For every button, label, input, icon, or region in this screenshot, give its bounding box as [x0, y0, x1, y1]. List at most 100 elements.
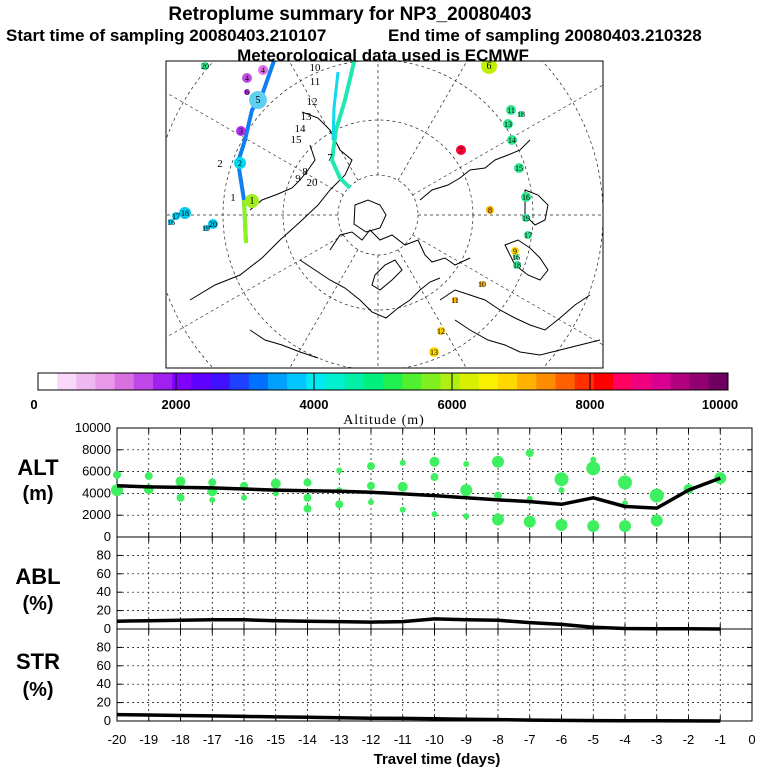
colorbar-swatch: [689, 373, 710, 390]
map-coastlines: [189, 111, 601, 359]
cluster-marker-label: 8: [302, 166, 308, 178]
altitude-cluster-point: [303, 493, 312, 502]
colorbar-swatch: [651, 373, 671, 390]
x-tick-label: -17: [203, 732, 222, 747]
y-tick-label: 10000: [75, 420, 111, 435]
colorbar-swatch: [574, 373, 595, 390]
colorbar-swatch: [632, 373, 652, 390]
cluster-marker: [507, 135, 517, 145]
cluster-marker-label: 8: [488, 206, 492, 215]
cluster-marker-label: 14: [508, 136, 516, 145]
cluster-marker: [511, 247, 519, 255]
colorbar-title: Altitude (m): [343, 413, 425, 428]
altitude-cluster-point: [209, 496, 216, 503]
plume-track-north: [329, 61, 357, 190]
cluster-marker: [513, 261, 521, 269]
cluster-marker-label: 12: [307, 96, 318, 108]
x-tick-label: -9: [460, 732, 472, 747]
colorbar-swatch: [555, 373, 576, 390]
colorbar-swatch: [210, 373, 231, 390]
map-coastline: [329, 229, 471, 266]
y-tick-label: 40: [97, 676, 111, 691]
altitude-cluster-point: [303, 478, 312, 487]
cluster-marker: [486, 206, 494, 214]
abl-ylabel-unit: (%): [22, 593, 53, 615]
cluster-marker-label: 6: [245, 88, 249, 97]
altitude-cluster-point: [590, 456, 597, 463]
y-tick-label: 0: [104, 621, 111, 636]
cluster-marker: [456, 145, 466, 155]
y-tick-label: 0: [104, 529, 111, 544]
cluster-marker-label: 6: [487, 61, 492, 72]
altitude-cluster-point: [175, 476, 186, 487]
altitude-cluster-point: [399, 459, 406, 466]
colorbar-swatch: [478, 373, 499, 390]
x-axis-title: Travel time (days): [374, 751, 501, 768]
altitude-cluster-point: [303, 504, 312, 513]
y-tick-label: 20: [97, 603, 111, 618]
y-tick-label: 4000: [82, 485, 111, 500]
plume-track-west-low: [242, 199, 248, 244]
y-tick-label: 60: [97, 566, 111, 581]
colorbar-swatch: [402, 373, 422, 390]
cluster-marker: [518, 111, 524, 117]
altitude-cluster-point: [523, 515, 536, 528]
time-series-panels: 0 2000 4000 6000 8000 10000 0 20 40 60 80 0 20 40 60 80…: [75, 420, 756, 747]
cluster-marker-label: 19: [202, 224, 210, 233]
colorbar-swatch: [172, 373, 192, 390]
map-frame: [165, 60, 604, 369]
colorbar-swatch: [383, 373, 403, 390]
altitude-cluster-point: [176, 493, 185, 502]
str-fraction-line: [116, 712, 721, 723]
altitude-cluster-point: [586, 461, 601, 476]
cluster-marker-label: 10: [310, 62, 322, 74]
cluster-marker: [258, 65, 268, 75]
altitude-cluster-point: [618, 475, 632, 490]
y-tick-label: 60: [97, 658, 111, 673]
page-title: Retroplume summary for NP3_20080403: [168, 4, 531, 25]
cluster-marker: [481, 61, 497, 74]
altitude-cluster-point: [649, 488, 664, 503]
cluster-marker-label: 17: [524, 231, 532, 240]
cluster-marker: [245, 194, 259, 208]
panel-1: 0 20 40 60 80: [97, 536, 753, 636]
colorbar-tick-label: 2000: [162, 397, 191, 412]
colorbar-swatch: [670, 373, 691, 390]
cluster-marker: [521, 192, 531, 202]
cluster-marker-label: 1: [250, 196, 255, 207]
colorbar-swatch: [287, 373, 307, 390]
alt-ylabel-unit: (m): [22, 483, 53, 505]
cluster-marker: [437, 327, 445, 335]
cluster-marker-label: 11: [507, 106, 515, 115]
cluster-marker: [503, 119, 513, 129]
altitude-cluster-point: [492, 513, 504, 526]
x-tick-label: -6: [556, 732, 568, 747]
panel-0: 0 2000 4000 6000 8000 10000: [75, 420, 753, 544]
cluster-marker-label: 7: [459, 146, 463, 155]
altitude-cluster-point: [367, 462, 375, 471]
cluster-marker: [172, 212, 180, 220]
altitude-cluster-point: [463, 460, 470, 467]
map-coastline: [439, 289, 591, 331]
start-time-label: Start time of sampling 20080403.210107: [6, 26, 326, 45]
cluster-marker-label: 12: [437, 327, 445, 336]
colorbar-swatch: [498, 373, 518, 390]
y-tick-label: 2000: [82, 507, 111, 522]
cluster-marker-label: 20: [209, 220, 217, 229]
map-coastline: [299, 259, 441, 319]
cluster-marker-label: 16: [512, 253, 520, 262]
altitude-cluster-point: [113, 470, 121, 479]
altitude-cluster-point: [587, 520, 600, 533]
altitude-cluster-point: [431, 511, 438, 518]
cluster-marker: [234, 157, 246, 169]
str-ylabel-unit: (%): [22, 679, 53, 701]
map-coastline: [454, 319, 601, 356]
altitude-cluster-point: [272, 490, 279, 497]
altitude-cluster-point: [430, 473, 439, 482]
altitude-cluster-point: [399, 506, 406, 513]
cluster-marker: [429, 347, 439, 357]
altitude-cluster-point: [555, 519, 568, 532]
abl-ylabel: ABL: [15, 564, 60, 589]
map-coastline: [249, 144, 316, 211]
